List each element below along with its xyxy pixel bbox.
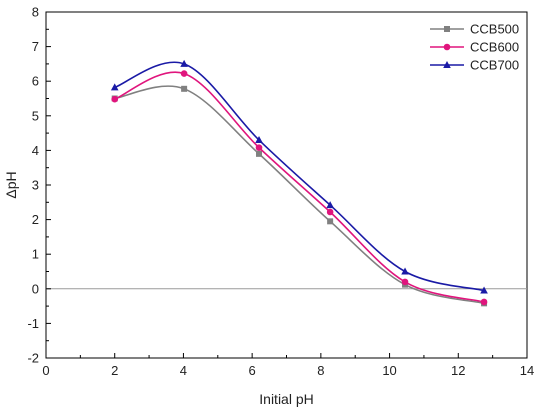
y-tick-label: -1 [27, 316, 39, 331]
data-point-ccb500 [181, 85, 188, 92]
legend-marker-ccb600 [443, 43, 451, 51]
y-tick-label: 4 [32, 143, 39, 158]
legend: CCB500 CCB600 CCB700 [430, 22, 519, 73]
legend-marker-ccb700 [443, 61, 451, 68]
legend-item-ccb500: CCB500 [430, 22, 519, 37]
y-tick-label: 3 [32, 178, 39, 193]
y-tick-label: 5 [32, 108, 39, 123]
y-tick-label: -2 [27, 351, 39, 366]
data-point-ccb700 [326, 201, 334, 209]
x-axis-title: Initial pH [259, 391, 313, 407]
data-point-ccb600 [480, 298, 488, 306]
x-tick-label: 0 [42, 363, 49, 378]
y-tick-label: 8 [32, 5, 39, 20]
legend-label-ccb700: CCB700 [470, 58, 519, 73]
series-ccb700 [110, 59, 488, 294]
data-point-ccb700 [180, 59, 188, 67]
y-axis-title: ΔpH [3, 171, 19, 198]
y-tick-label: 6 [32, 74, 39, 89]
x-tick-label: 2 [111, 363, 118, 378]
legend-label-ccb600: CCB600 [470, 40, 519, 55]
data-point-ccb700 [401, 267, 409, 275]
data-point-ccb600 [326, 208, 334, 216]
x-tick-label: 8 [317, 363, 324, 378]
legend-item-ccb600: CCB600 [430, 40, 519, 55]
data-point-ccb700 [480, 286, 488, 294]
x-tick-label: 4 [180, 363, 187, 378]
series-line-ccb600 [114, 71, 485, 303]
series-group [110, 59, 488, 307]
y-tick-label: 2 [32, 212, 39, 227]
data-point-ccb600 [111, 95, 119, 103]
data-point-ccb700 [255, 136, 263, 144]
x-tick-label: 14 [520, 363, 534, 378]
legend-marker-ccb500 [444, 26, 450, 32]
y-tick-label: 0 [32, 281, 39, 296]
data-point-ccb500 [327, 218, 334, 225]
x-tick-label: 6 [249, 363, 256, 378]
x-tick-label: 12 [451, 363, 465, 378]
x-tick-label: 10 [382, 363, 396, 378]
data-point-ccb600 [180, 70, 188, 77]
legend-label-ccb500: CCB500 [470, 22, 519, 37]
data-point-ccb500 [256, 150, 263, 157]
series-ccb600 [111, 70, 488, 306]
data-point-ccb700 [110, 83, 119, 91]
y-tick-label: 1 [32, 247, 39, 262]
y-tick-label: 7 [32, 39, 39, 54]
series-line-ccb700 [114, 61, 485, 292]
data-point-ccb600 [401, 278, 409, 286]
legend-item-ccb700: CCB700 [430, 58, 519, 73]
data-point-ccb600 [255, 144, 263, 151]
